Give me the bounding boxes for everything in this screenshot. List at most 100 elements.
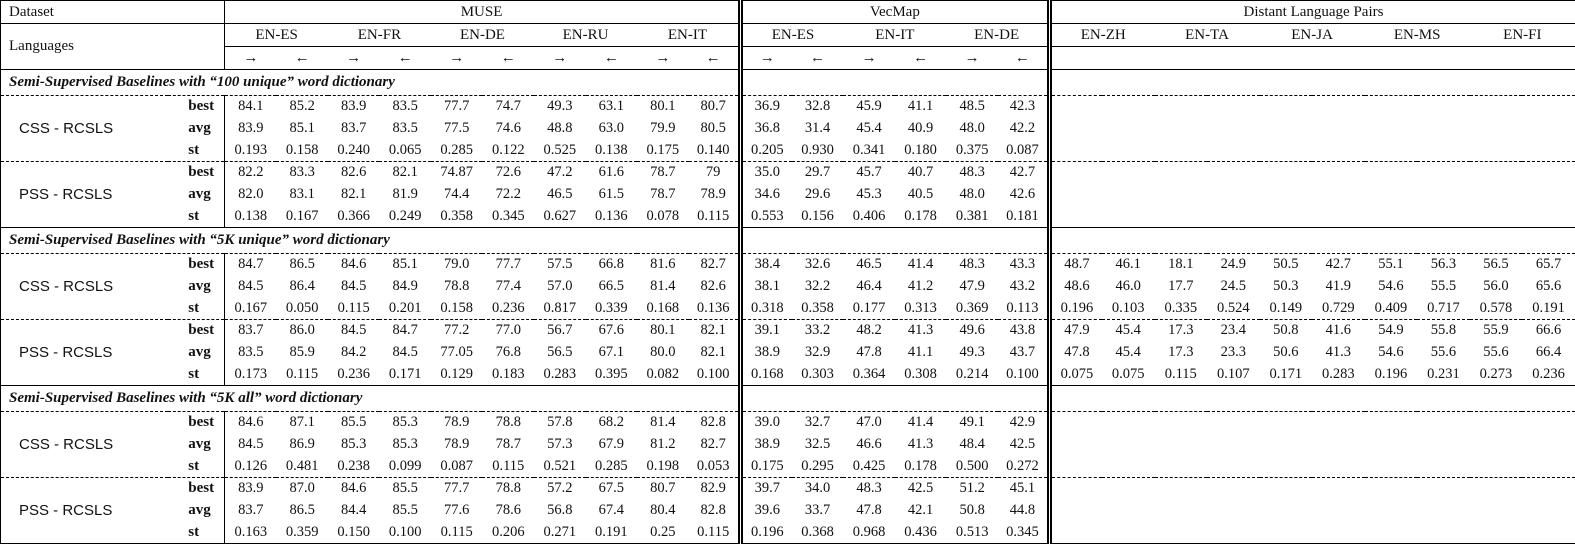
section-header-row: Semi-Supervised Baselines with “100 uniq…	[0, 69, 1575, 96]
value-cell: 38.4	[737, 253, 792, 276]
value-cell: 0.345	[482, 205, 535, 228]
value-cell	[1312, 96, 1365, 118]
value-cell	[1207, 205, 1260, 228]
value-cell: 47.9	[1046, 319, 1102, 342]
value-cell: 23.4	[1220, 322, 1246, 339]
value-cell	[1101, 455, 1155, 478]
value-cell	[1207, 118, 1260, 140]
value-cell: 46.4	[856, 278, 882, 294]
value-cell: 0.409	[1364, 297, 1418, 320]
pair-header-en-ms: EN-MS	[1364, 23, 1470, 47]
data-row: avg 84.5 86.9 85.3 85.3 78.9 78.7 57.3 67.9 81.2 8…	[1, 433, 1575, 456]
group-header-vecmap: VecMap	[737, 0, 1050, 24]
value-cell: 78.6	[495, 502, 521, 518]
value-cell: 77.7	[495, 256, 521, 273]
value-cell: 0.158	[430, 297, 483, 320]
value-cell	[1470, 434, 1523, 456]
value-cell: 48.3	[959, 256, 985, 273]
value-cell: 0.425	[843, 455, 895, 478]
value-cell: 77.05	[440, 344, 474, 360]
value-cell	[1046, 95, 1102, 118]
data-row: avg 83.9 85.1 83.7 83.5 77.5 74.6 48.8 63.0 79.9 8…	[1, 117, 1575, 140]
value-cell	[1207, 139, 1260, 162]
value-cell: 83.9	[238, 120, 264, 136]
value-cell	[1046, 117, 1102, 140]
value-cell	[1417, 162, 1470, 184]
arrow-left-icon: ←	[997, 46, 1050, 70]
value-cell	[1312, 184, 1365, 206]
value-cell	[1417, 139, 1470, 162]
value-cell: 84.2	[340, 344, 367, 360]
value-cell: 33.2	[804, 322, 831, 339]
pair-header-en-de: EN-DE	[430, 23, 535, 47]
value-cell: 0.206	[482, 521, 535, 544]
value-cell	[1155, 184, 1208, 206]
stat-label: st	[168, 205, 226, 228]
value-cell: 85.3	[340, 436, 367, 452]
value-cell: 66.6	[1535, 322, 1562, 339]
dataset-label: Dataset	[0, 0, 226, 24]
value-cell	[1470, 118, 1523, 140]
value-cell: 0.158	[276, 139, 328, 162]
value-cell: 86.0	[289, 322, 315, 339]
value-cell: 86.5	[289, 502, 315, 518]
value-cell: 66.4	[1535, 344, 1562, 360]
value-cell: 39.7	[737, 477, 792, 500]
stat-label: avg	[168, 275, 226, 298]
value-cell: 41.9	[1325, 278, 1352, 294]
data-row: st 0.167 0.050 0.115 0.201 0.158 0.236 0.817 0.3…	[1, 297, 1575, 320]
value-cell: 66.8	[598, 256, 624, 273]
method-name: PSS - RCSLS	[0, 477, 169, 544]
value-cell: 23.3	[1220, 344, 1246, 360]
section-1: Semi-Supervised Baselines with “100 uniq…	[0, 69, 1575, 228]
value-cell	[1365, 412, 1418, 434]
value-cell: 82.1	[392, 164, 418, 181]
value-cell	[1364, 139, 1418, 162]
table-head: Dataset MUSE VecMap Distant Language Pairs L…	[0, 0, 1575, 70]
section-header-row: Semi-Supervised Baselines with “5K all” …	[0, 385, 1575, 412]
value-cell	[1102, 434, 1155, 456]
value-cell: 56.5	[1483, 256, 1509, 273]
pair-header-en-ja: EN-JA	[1259, 23, 1365, 47]
value-cell: 56.3	[1430, 256, 1457, 273]
section-spacer	[1046, 227, 1575, 254]
value-cell: 41.2	[907, 278, 934, 294]
stat-label: avg	[168, 499, 226, 522]
pair-header-en-fi: EN-FI	[1469, 23, 1575, 47]
value-cell	[1207, 521, 1260, 544]
value-cell: 0.087	[997, 139, 1050, 162]
value-cell: 48.0	[959, 120, 985, 136]
value-cell: 85.5	[340, 414, 367, 431]
value-cell	[1207, 184, 1260, 206]
value-cell: 41.3	[907, 322, 934, 339]
value-cell: 86.5	[289, 256, 315, 273]
value-cell: 0.100	[688, 363, 741, 386]
value-cell: 55.6	[1483, 344, 1509, 360]
value-cell: 50.8	[1273, 322, 1299, 339]
value-cell: 47.2	[547, 164, 573, 181]
value-cell: 78.7	[650, 186, 676, 202]
value-cell: 47.8	[856, 502, 882, 518]
value-cell	[1046, 411, 1102, 434]
value-cell	[1417, 118, 1470, 140]
value-cell	[1155, 434, 1208, 456]
value-cell	[1522, 96, 1575, 118]
value-cell: 80.1	[650, 322, 676, 339]
value-cell: 0.283	[534, 363, 586, 386]
value-cell: 0.236	[327, 363, 380, 386]
value-cell	[1154, 139, 1208, 162]
value-cell	[1365, 500, 1418, 522]
value-cell: 45.4	[1115, 322, 1141, 339]
value-cell: 72.2	[495, 186, 521, 202]
value-cell: 65.7	[1535, 256, 1562, 273]
value-cell: 81.9	[392, 186, 418, 202]
value-cell	[1470, 162, 1523, 184]
value-cell: 18.1	[1168, 256, 1194, 273]
value-cell	[1046, 183, 1102, 206]
value-cell: 85.3	[392, 436, 418, 452]
data-row: avg 82.0 83.1 82.1 81.9 74.4 72.2 46.5 61.5 78.7 7…	[1, 183, 1575, 206]
value-cell: 45.1	[1009, 480, 1036, 497]
value-cell	[1259, 205, 1313, 228]
data-row: st 0.193 0.158 0.240 0.065 0.285 0.122 0.525 0.1…	[1, 139, 1575, 162]
